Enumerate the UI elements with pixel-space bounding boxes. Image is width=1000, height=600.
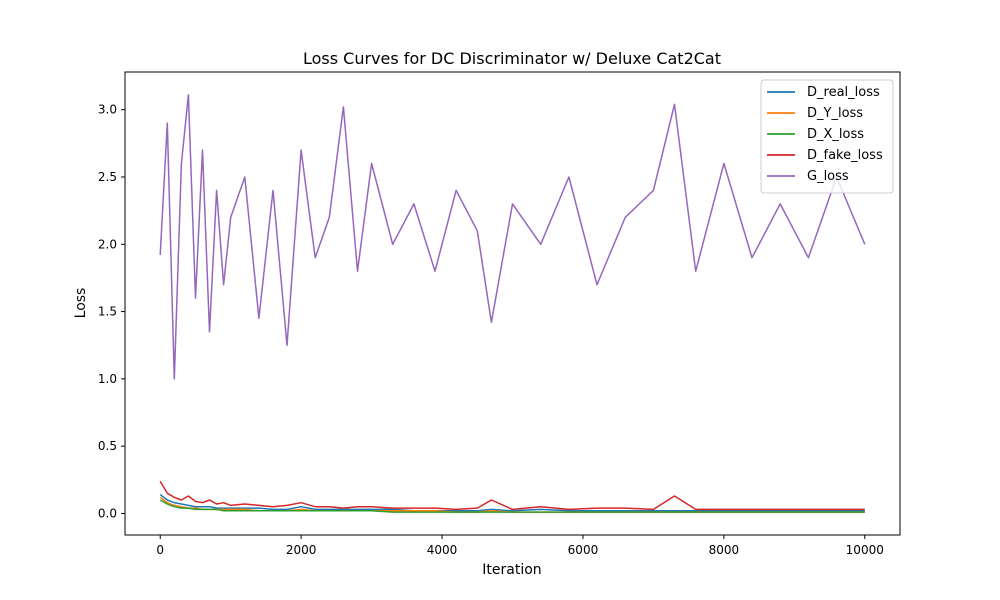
x-tick-label: 2000 — [286, 543, 317, 557]
legend-label: D_real_loss — [807, 85, 880, 100]
y-tick-label: 2.5 — [98, 170, 117, 184]
series-line-D_X_loss — [159, 499, 865, 513]
x-tick-label: 10000 — [846, 543, 884, 557]
x-tick-label: 6000 — [568, 543, 599, 557]
x-tick-label: 0 — [156, 543, 164, 557]
series-layer — [159, 94, 866, 513]
y-axis-ticks: 0.0 0.5 1.0 1.5 2.0 2.5 3.0 — [98, 103, 125, 520]
chart-title: Loss Curves for DC Discriminator w/ Delu… — [303, 49, 721, 68]
legend-label: D_X_loss — [807, 127, 864, 142]
x-axis-ticks: 0 2000 4000 6000 8000 10000 — [156, 535, 884, 557]
x-axis-label: Iteration — [482, 562, 541, 578]
y-tick-label: 2.0 — [98, 237, 117, 251]
plot-area-frame — [124, 71, 901, 536]
legend-label: D_fake_loss — [807, 148, 883, 163]
y-tick-label: 0.5 — [98, 439, 117, 453]
legend-label: G_loss — [807, 169, 849, 184]
y-tick-label: 0.0 — [98, 506, 117, 520]
y-tick-label: 3.0 — [98, 103, 117, 117]
legend: D_real_loss D_Y_loss D_X_loss D_fake_loss G_… — [760, 79, 894, 194]
series-line-D_fake_loss — [159, 480, 865, 511]
legend-box — [760, 79, 894, 194]
x-tick-label: 8000 — [709, 543, 740, 557]
y-tick-label: 1.5 — [98, 305, 117, 319]
x-tick-label: 4000 — [427, 543, 458, 557]
y-tick-label: 1.0 — [98, 372, 117, 386]
y-axis-label: Loss — [73, 288, 89, 319]
series-line-D_real_loss — [159, 494, 865, 512]
legend-label: D_Y_loss — [807, 106, 863, 121]
series-line-G_loss — [159, 94, 866, 380]
